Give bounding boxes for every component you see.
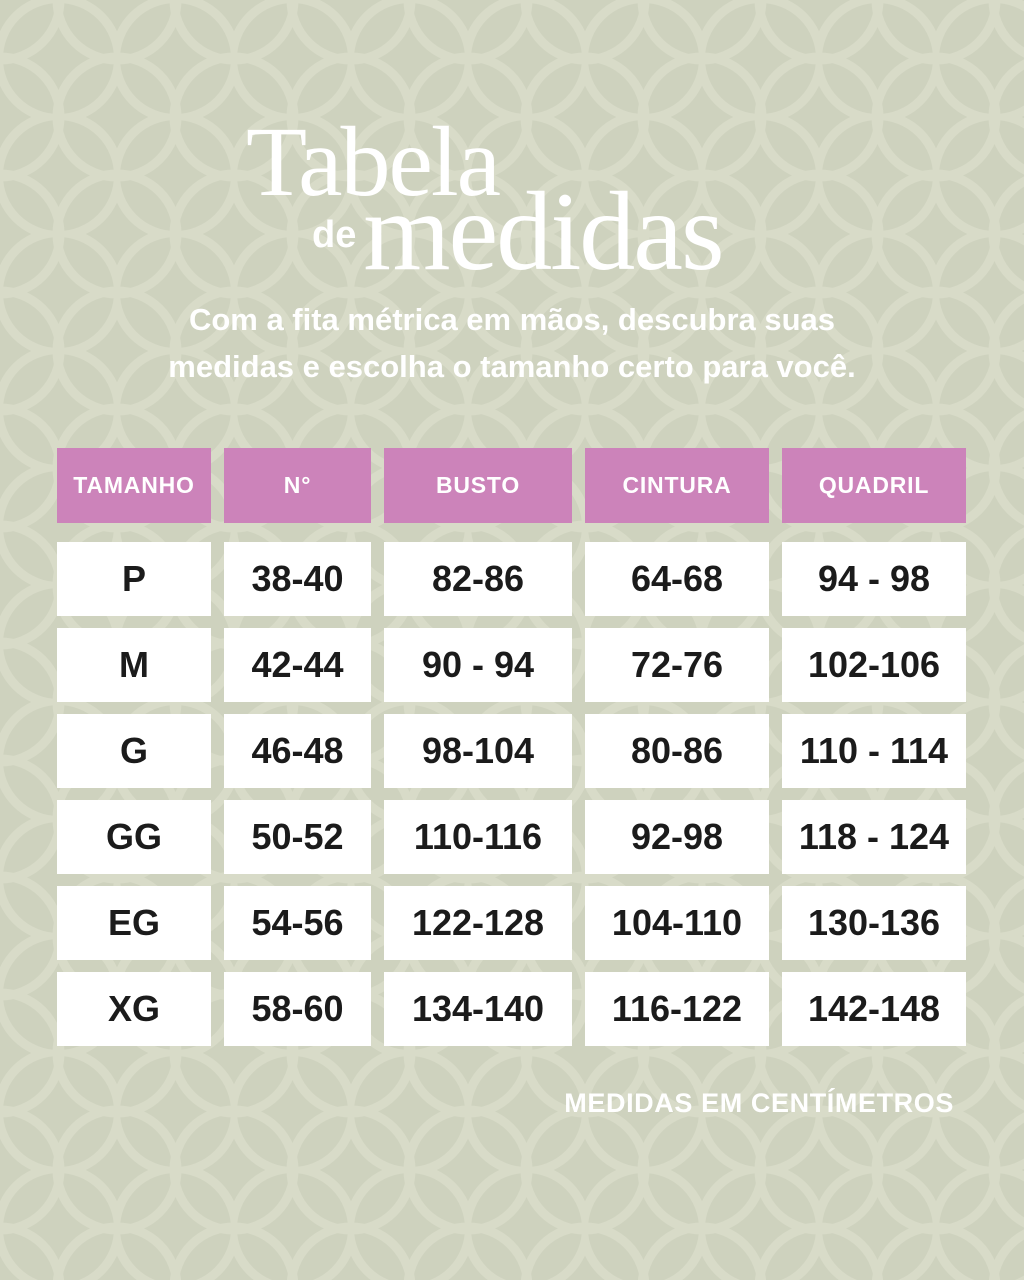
- cell-busto: 98-104: [384, 714, 572, 788]
- size-table: TAMANHO N° BUSTO CINTURA QUADRIL P 38-40…: [57, 448, 967, 1058]
- header-cell-quadril: QUADRIL: [782, 448, 966, 523]
- table-row-g: G 46-48 98-104 80-86 110 - 114: [57, 714, 967, 788]
- cell-busto: 122-128: [384, 886, 572, 960]
- footer-note: MEDIDAS EM CENTÍMETROS: [564, 1088, 954, 1118]
- cell-busto: 90 - 94: [384, 628, 572, 702]
- cell-numero: 38-40: [224, 542, 371, 616]
- table-row-p: P 38-40 82-86 64-68 94 - 98: [57, 542, 967, 616]
- cell-quadril: 110 - 114: [782, 714, 966, 788]
- cell-cintura: 104-110: [585, 886, 769, 960]
- cell-cintura: 64-68: [585, 542, 769, 616]
- table-row-eg: EG 54-56 122-128 104-110 130-136: [57, 886, 967, 960]
- cell-cintura: 80-86: [585, 714, 769, 788]
- cell-busto: 82-86: [384, 542, 572, 616]
- page-title-line1: Tabela: [246, 106, 501, 217]
- table-row-m: M 42-44 90 - 94 72-76 102-106: [57, 628, 967, 702]
- cell-size: GG: [57, 800, 211, 874]
- cell-busto: 134-140: [384, 972, 572, 1046]
- header-cell-tamanho: TAMANHO: [57, 448, 211, 523]
- table-header-row: TAMANHO N° BUSTO CINTURA QUADRIL: [57, 448, 967, 523]
- cell-numero: 46-48: [224, 714, 371, 788]
- cell-quadril: 130-136: [782, 886, 966, 960]
- cell-quadril: 142-148: [782, 972, 966, 1046]
- subtitle-line2: medidas e escolha o tamanho certo para v…: [168, 349, 856, 385]
- cell-size: P: [57, 542, 211, 616]
- cell-numero: 58-60: [224, 972, 371, 1046]
- cell-numero: 54-56: [224, 886, 371, 960]
- cell-quadril: 94 - 98: [782, 542, 966, 616]
- cell-size: M: [57, 628, 211, 702]
- table-row-gg: GG 50-52 110-116 92-98 118 - 124: [57, 800, 967, 874]
- header-cell-cintura: CINTURA: [585, 448, 769, 523]
- cell-size: XG: [57, 972, 211, 1046]
- page-title-line2: de medidas: [312, 170, 725, 294]
- subtitle: Com a fita métrica em mãos, descubra sua…: [0, 296, 1024, 390]
- cell-quadril: 102-106: [782, 628, 966, 702]
- table-row-xg: XG 58-60 134-140 116-122 142-148: [57, 972, 967, 1046]
- cell-cintura: 92-98: [585, 800, 769, 874]
- page-title-medidas: medidas: [363, 170, 724, 294]
- cell-size: G: [57, 714, 211, 788]
- header-cell-numero: N°: [224, 448, 371, 523]
- page-title-de: de: [312, 214, 357, 256]
- subtitle-line1: Com a fita métrica em mãos, descubra sua…: [188, 302, 836, 337]
- cell-cintura: 116-122: [585, 972, 769, 1046]
- cell-size: EG: [57, 886, 211, 960]
- header-cell-busto: BUSTO: [384, 448, 572, 523]
- cell-cintura: 72-76: [585, 628, 769, 702]
- cell-numero: 42-44: [224, 628, 371, 702]
- cell-busto: 110-116: [384, 800, 572, 874]
- cell-numero: 50-52: [224, 800, 371, 874]
- cell-quadril: 118 - 124: [782, 800, 966, 874]
